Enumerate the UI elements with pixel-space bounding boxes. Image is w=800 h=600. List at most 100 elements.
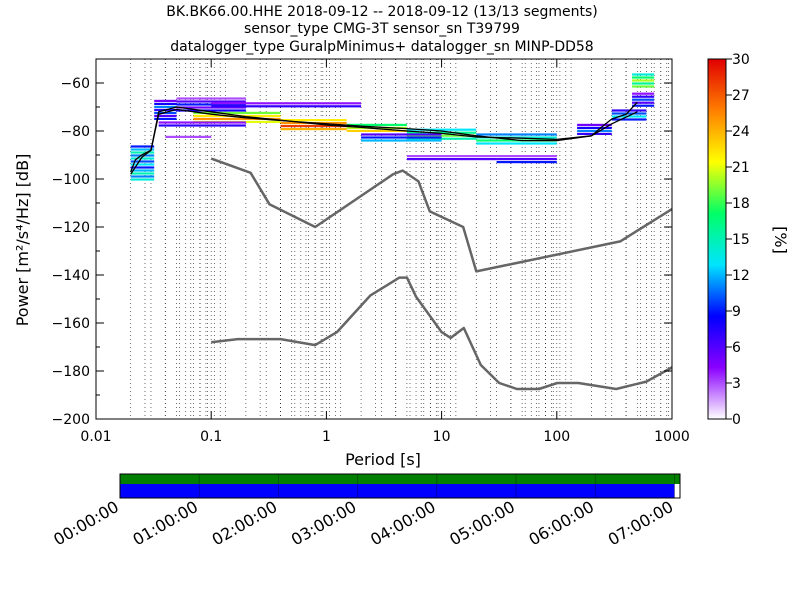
- y-tick-label: −120: [52, 220, 90, 236]
- histogram-cell: [176, 100, 246, 103]
- x-tick-label: 1: [322, 429, 331, 445]
- timeline-tick-label: 04:00:00: [367, 497, 439, 549]
- mode-curve: [130, 101, 638, 173]
- histogram-cell: [632, 85, 655, 88]
- colorbar-gradient: [707, 58, 727, 420]
- colorbar-tick-label: 21: [732, 160, 750, 176]
- histogram-cell: [406, 155, 497, 158]
- histogram-cell: [346, 129, 407, 132]
- y-tick-label: −100: [52, 172, 90, 188]
- histogram-cell: [176, 103, 246, 106]
- histogram-cell: [406, 131, 477, 134]
- histogram-cell: [176, 106, 246, 109]
- histogram-cell: [361, 139, 442, 142]
- histogram-cell: [280, 125, 347, 128]
- colorbar-tick-label: 9: [732, 304, 741, 320]
- data-availability-bar: [120, 484, 675, 498]
- histogram-cell: [577, 129, 612, 132]
- y-tick-label: −80: [60, 124, 90, 140]
- histogram-cell: [611, 112, 647, 115]
- timeline-tick-label: 05:00:00: [446, 497, 518, 549]
- histogram-cell: [154, 117, 177, 120]
- histogram-cell: [611, 115, 647, 118]
- timeline-tick-label: 03:00:00: [288, 497, 360, 549]
- histogram-cell: [130, 154, 155, 157]
- data-coverage-timeline: 00:00:00 01:00:00 02:00:00 03:00:00 04:00:00…: [50, 473, 681, 549]
- colorbar-tick-label: 12: [732, 268, 750, 284]
- histogram-cell: [130, 148, 155, 151]
- histogram-cell: [632, 82, 655, 85]
- colorbar-tick-label: 24: [732, 124, 750, 140]
- x-tick-label: 0.1: [200, 429, 222, 445]
- timeline-tick-label: 01:00:00: [129, 497, 201, 549]
- colorbar-tick-label: 3: [732, 376, 741, 392]
- colorbar-label: [%]: [771, 226, 790, 254]
- x-axis: 0.01 0.1 1 10 100 1000: [80, 59, 690, 445]
- histogram-cell: [130, 160, 155, 163]
- histogram-cell: [130, 175, 155, 178]
- histogram-cell: [632, 98, 655, 101]
- colorbar-tick-label: 6: [732, 340, 741, 356]
- x-tick-label: 0.01: [80, 429, 111, 445]
- histogram-cell: [406, 158, 497, 161]
- histogram-cell: [211, 105, 362, 108]
- nhnm-curve: [210, 157, 672, 273]
- y-tick-label: −160: [52, 316, 90, 332]
- colorbar: 0 3 6 9 12 15 18 21 24 27 30 [%]: [707, 52, 790, 428]
- histogram-cell: [361, 133, 442, 136]
- histogram-cell: [476, 142, 557, 145]
- colorbar-tick-label: 30: [732, 52, 750, 68]
- histogram-cell: [130, 169, 155, 172]
- y-tick-label: −60: [60, 76, 90, 92]
- histogram-cell: [211, 102, 362, 105]
- title-line-1: BK.BK66.00.HHE 2018-09-12 -- 2018-09-12 …: [166, 4, 598, 20]
- y-tick-label: −140: [52, 268, 90, 284]
- timeline-tick-label: 06:00:00: [526, 497, 598, 549]
- histogram-cell: [346, 123, 407, 126]
- histogram-cell: [165, 135, 212, 138]
- plot-frame: [95, 58, 673, 420]
- histogram-cell: [130, 172, 155, 175]
- histogram-cell: [577, 123, 612, 126]
- colorbar-tick-label: 0: [732, 412, 741, 428]
- histogram-cell: [176, 109, 246, 112]
- histogram-cell: [476, 133, 557, 136]
- title-line-3: datalogger_type GuralpMinimus+ datalogge…: [170, 39, 593, 55]
- x-tick-label: 1000: [654, 429, 690, 445]
- histogram-cell: [193, 117, 281, 120]
- histogram-cell: [632, 79, 655, 82]
- histogram-cell: [611, 118, 647, 121]
- colorbar-tick-label: 15: [732, 232, 750, 248]
- histogram-cell: [496, 158, 557, 161]
- nlnm-curve: [211, 276, 672, 391]
- histogram-cell: [154, 114, 177, 117]
- coverage-bar: [120, 474, 680, 484]
- y-axis-label: Power [m²/s⁴/Hz] [dB]: [13, 154, 32, 327]
- histogram-cell: [130, 178, 155, 181]
- histogram-cell: [406, 128, 477, 131]
- histogram-cell: [130, 163, 155, 166]
- histogram-cell: [130, 145, 155, 148]
- histogram-cell: [632, 73, 655, 76]
- colorbar-ticks: 0 3 6 9 12 15 18 21 24 27 30: [726, 52, 750, 428]
- histogram-cell: [632, 95, 655, 98]
- plot-background: [96, 59, 672, 419]
- y-tick-label: −200: [52, 412, 90, 428]
- histogram-cell: [280, 119, 347, 122]
- plot-area: 0.01 0.1 1 10 100 1000 −60 −80 −100 −120 −140 −160…: [13, 58, 690, 469]
- histogram-cell: [361, 136, 442, 139]
- histogram-cell: [280, 128, 347, 131]
- histogram-cell: [577, 126, 612, 129]
- histogram-cell: [130, 157, 155, 160]
- x-axis-label: Period [s]: [345, 450, 421, 469]
- histogram-cell: [346, 126, 407, 129]
- histogram-cell: [176, 97, 246, 100]
- timeline-tick-label: 07:00:00: [605, 497, 677, 549]
- histogram-bands: [130, 73, 655, 181]
- histogram-cell: [154, 99, 177, 102]
- chart-title: BK.BK66.00.HHE 2018-09-12 -- 2018-09-12 …: [166, 4, 598, 55]
- x-tick-label: 10: [433, 429, 451, 445]
- histogram-cell: [406, 134, 477, 137]
- noise-model-curves: [130, 101, 672, 391]
